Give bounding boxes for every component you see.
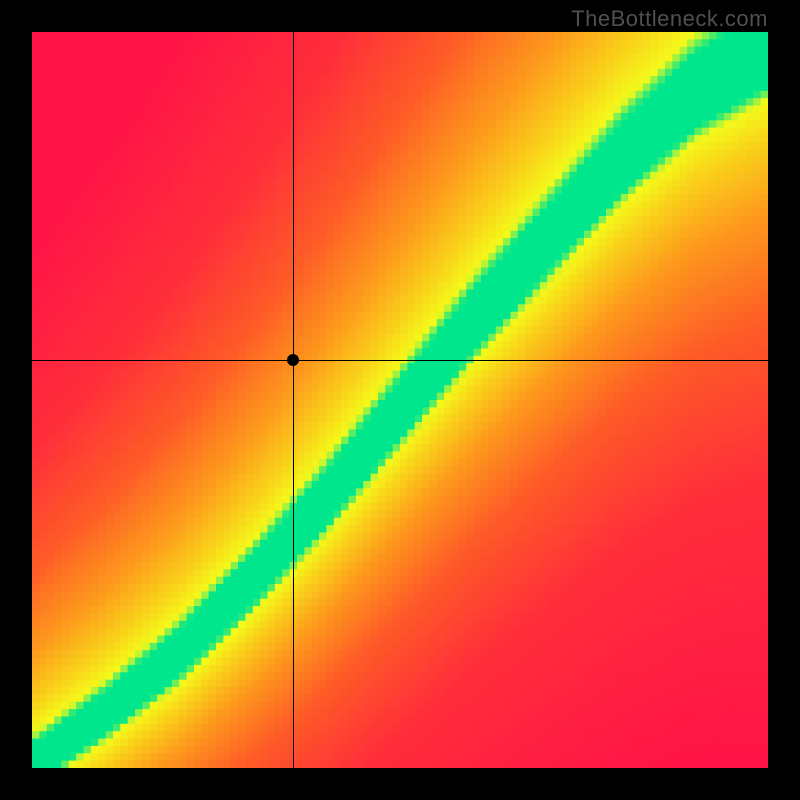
crosshair-vertical <box>293 32 294 768</box>
crosshair-horizontal <box>32 360 768 361</box>
watermark-text: TheBottleneck.com <box>571 6 768 32</box>
plot-area <box>32 32 768 768</box>
bottleneck-heatmap <box>32 32 768 768</box>
selection-marker <box>287 354 299 366</box>
